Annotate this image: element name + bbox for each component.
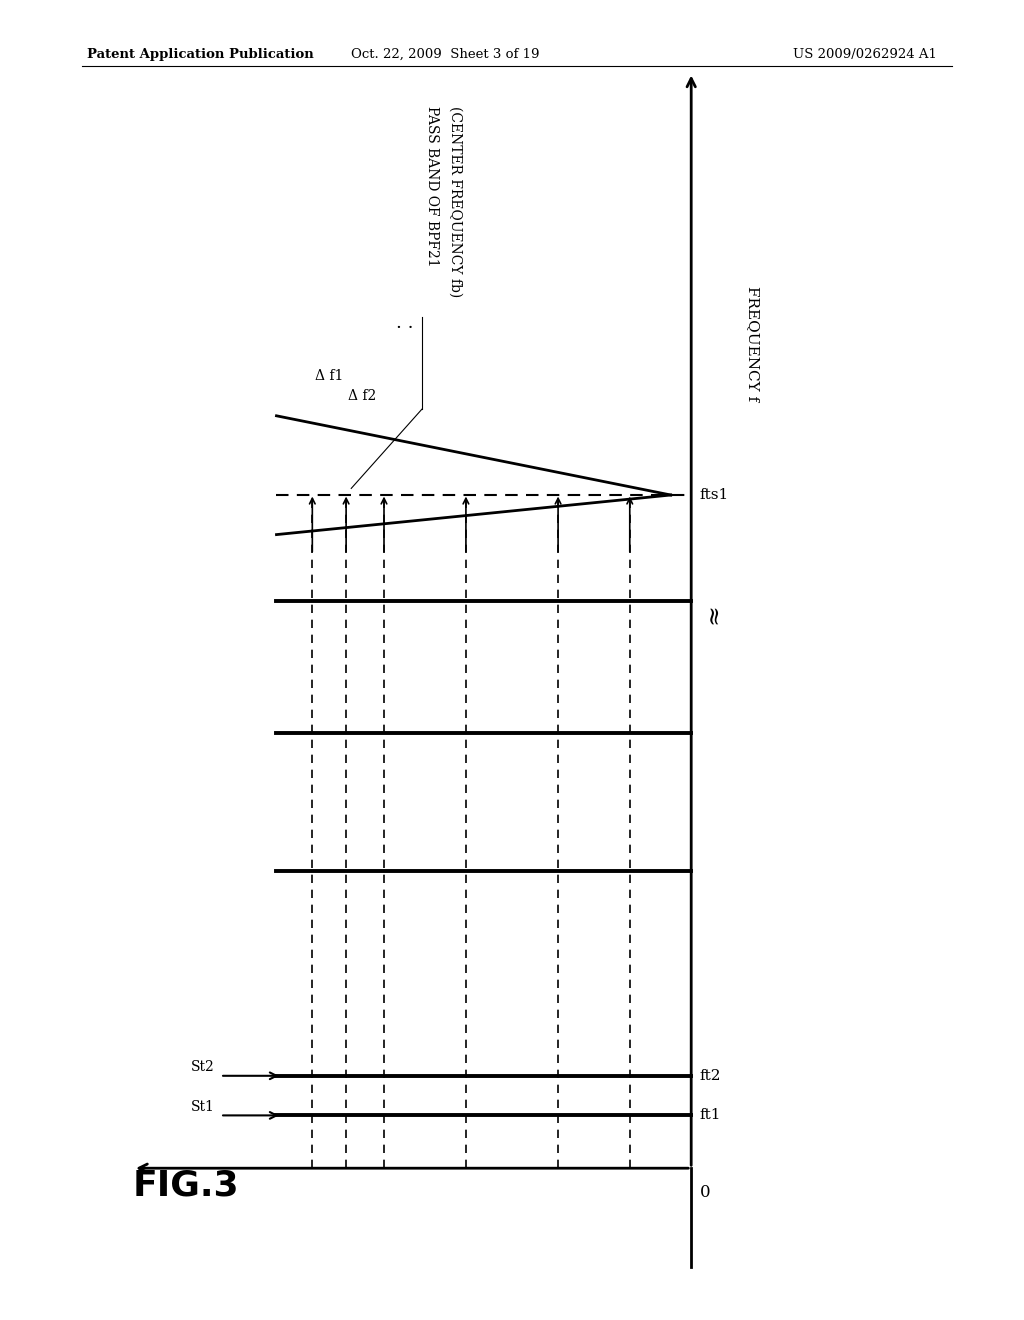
Text: FREQUENCY f: FREQUENCY f: [745, 285, 760, 401]
Text: Δ f1: Δ f1: [315, 368, 344, 383]
Text: St2: St2: [191, 1060, 215, 1074]
Text: ft1: ft1: [699, 1109, 721, 1122]
Text: Δ f2: Δ f2: [348, 388, 377, 403]
Text: Oct. 22, 2009  Sheet 3 of 19: Oct. 22, 2009 Sheet 3 of 19: [351, 48, 540, 61]
Text: (CENTER FREQUENCY fb): (CENTER FREQUENCY fb): [449, 106, 463, 297]
Text: ≈: ≈: [703, 603, 726, 624]
Text: ft2: ft2: [699, 1069, 721, 1082]
Text: . .: . .: [395, 314, 414, 333]
Text: US 2009/0262924 A1: US 2009/0262924 A1: [793, 48, 937, 61]
Text: 0: 0: [699, 1184, 710, 1201]
Text: Patent Application Publication: Patent Application Publication: [87, 48, 313, 61]
Text: FIG.3: FIG.3: [133, 1168, 240, 1203]
Text: St1: St1: [191, 1100, 215, 1114]
Text: fts1: fts1: [699, 488, 729, 502]
Text: PASS BAND OF BPF21: PASS BAND OF BPF21: [425, 106, 439, 267]
